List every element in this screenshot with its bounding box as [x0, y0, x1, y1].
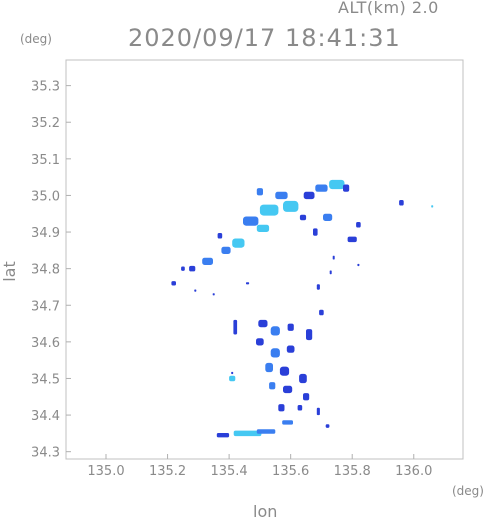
echo-cell	[270, 348, 280, 358]
echo-cell	[275, 191, 288, 200]
echo-cell	[306, 329, 313, 341]
echo-cell	[323, 213, 333, 221]
echo-cells-layer	[171, 179, 434, 438]
x-tick-label: 135.8	[334, 464, 371, 479]
echo-cell	[194, 289, 197, 292]
echo-cell	[319, 309, 324, 316]
echo-cell	[313, 228, 318, 236]
echo-cell	[316, 407, 320, 416]
echo-cell	[347, 236, 357, 243]
echo-cell	[303, 393, 310, 401]
x-tick-label: 135.6	[272, 464, 309, 479]
echo-cell	[259, 204, 279, 216]
echo-cell	[256, 429, 276, 434]
echo-cell	[229, 375, 236, 382]
echo-cell	[399, 200, 404, 206]
echo-cell	[216, 433, 230, 438]
y-tick-label: 34.4	[31, 409, 60, 424]
altitude-label: ALT(km) 2.0	[338, 0, 439, 17]
echo-cell	[265, 362, 273, 373]
echo-cell	[189, 265, 196, 272]
echo-cell	[233, 319, 238, 335]
echo-cell	[231, 371, 234, 375]
echo-cell	[286, 345, 295, 353]
echo-cell	[325, 424, 330, 428]
y-tick-label: 35.0	[31, 189, 60, 204]
echo-cell	[181, 266, 185, 271]
echo-cell	[221, 246, 231, 254]
chart-title: 2020/09/17 18:41:31	[128, 24, 401, 52]
x-axis-unit: (deg)	[452, 484, 484, 498]
echo-cell	[246, 282, 250, 285]
echo-cell	[217, 233, 223, 239]
echo-cell	[202, 257, 213, 265]
y-tick-label: 34.5	[31, 372, 60, 387]
echo-cell	[315, 184, 328, 192]
echo-cell	[256, 188, 263, 196]
echo-cell	[279, 366, 290, 376]
echo-cell	[270, 326, 280, 336]
plot-frame	[65, 59, 464, 460]
x-tick-label: 136.0	[395, 464, 432, 479]
echo-cell	[329, 179, 345, 190]
echo-cell	[212, 293, 215, 296]
echo-cell	[299, 373, 307, 384]
echo-cell	[256, 338, 264, 346]
echo-cell	[233, 430, 262, 437]
x-tick-label: 135.0	[87, 464, 124, 479]
echo-cell	[357, 263, 360, 267]
echo-cell	[303, 191, 315, 200]
echo-cell	[431, 205, 434, 208]
y-tick-label: 35.3	[31, 80, 60, 95]
echo-cell	[243, 216, 259, 226]
x-axis-label: lon	[253, 502, 278, 521]
echo-cell	[283, 200, 299, 212]
echo-cell	[256, 224, 270, 232]
echo-cell	[332, 255, 335, 260]
y-tick-label: 34.3	[31, 446, 60, 461]
x-tick-label: 135.2	[149, 464, 186, 479]
echo-cell	[316, 284, 320, 290]
x-tick-label: 135.4	[210, 464, 247, 479]
y-tick-label: 35.2	[31, 116, 60, 131]
y-tick-label: 35.1	[31, 153, 60, 168]
echo-cell	[282, 420, 293, 425]
echo-cell	[287, 323, 294, 331]
axis-ticks-layer: 135.0 135.2 135.4 135.6 135.8 136.0 34.3 34.4 34…	[31, 80, 432, 479]
echo-cell	[171, 281, 176, 286]
y-tick-label: 34.8	[31, 263, 60, 278]
echo-cell	[269, 382, 276, 390]
echo-cell	[329, 270, 332, 275]
y-tick-label: 34.7	[31, 299, 60, 314]
echo-cell	[278, 404, 285, 412]
echo-cell	[283, 385, 293, 394]
y-tick-label: 34.9	[31, 226, 60, 241]
echo-cell	[258, 319, 268, 328]
y-tick-label: 34.6	[31, 336, 60, 351]
echo-cell	[299, 214, 307, 221]
echo-cell	[297, 405, 303, 411]
echo-cell	[343, 184, 350, 192]
y-axis-unit: (deg)	[20, 32, 52, 46]
echo-cell	[232, 238, 245, 248]
echo-cell	[356, 222, 361, 228]
